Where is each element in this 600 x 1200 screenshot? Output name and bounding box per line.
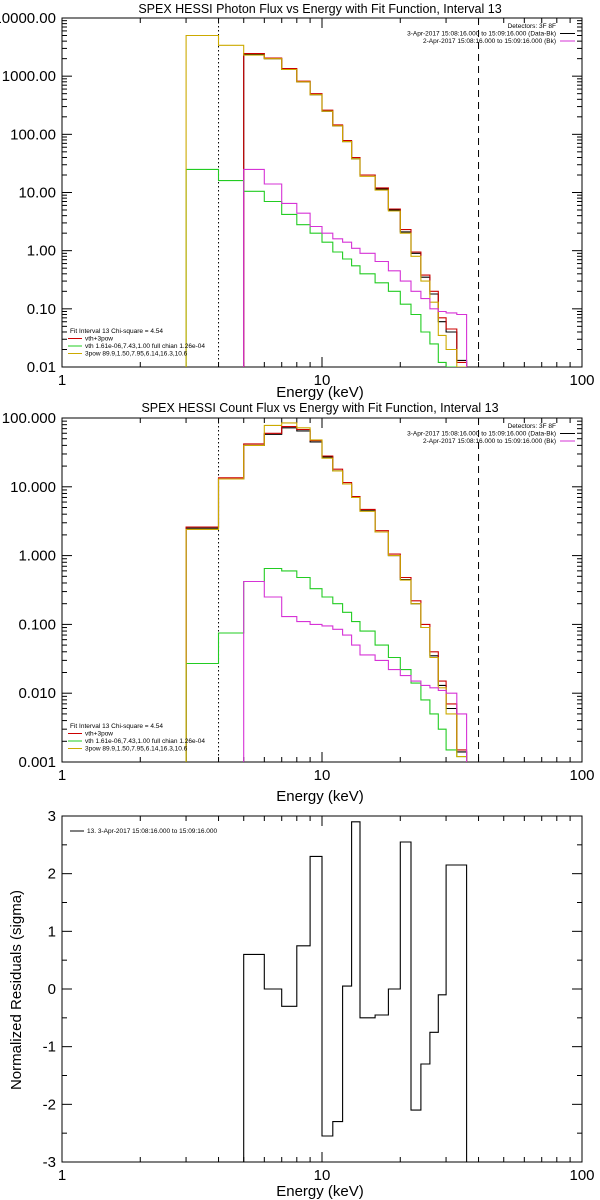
y-tick-label: 0 <box>48 981 56 998</box>
y-tick-label: 100.00 <box>10 126 56 143</box>
residuals-panel: Energy (keV) Normalized Residuals (sigma… <box>8 808 595 1200</box>
series-vth <box>185 168 457 367</box>
legend-bottom-left: Fit Interval 13 Chi-square = 4.54 <box>70 328 163 335</box>
y-tick-label: 0.100 <box>18 616 56 633</box>
residuals-ylabel: Normalized Residuals (sigma) <box>8 890 25 1090</box>
y-tick-label: 10000.00 <box>0 10 56 27</box>
y-tick-label: -3 <box>43 1154 56 1171</box>
count-flux-xlabel: Energy (keV) <box>276 788 364 805</box>
series-group <box>243 821 468 1162</box>
count-flux-title: SPEX HESSI Count Flux vs Energy with Fit… <box>141 401 498 415</box>
legend-top-right: Detectors: 3F 8F <box>508 23 556 30</box>
series-residuals <box>243 821 468 1162</box>
series-bk <box>243 580 468 762</box>
y-tick-label: 1.000 <box>18 548 56 565</box>
legend-top-right: 2-Apr-2017 15:08:16.000 to 15:09:16.000 … <box>423 38 556 45</box>
series-vth-3pow <box>243 52 468 367</box>
legend-bottom-left: Fit Interval 13 Chi-square = 4.54 <box>70 723 163 730</box>
residuals-xlabel: Energy (keV) <box>276 1183 364 1200</box>
series-3pow <box>185 34 467 367</box>
series-vth <box>185 567 468 762</box>
legend-bottom-left: 3pow 89.9,1.50,7.95,6.14,16.3,10.6 <box>85 351 188 358</box>
x-tick-label: 1 <box>58 1167 66 1184</box>
x-tick-label: 100 <box>569 1167 594 1184</box>
x-tick-label: 100 <box>569 767 594 784</box>
y-tick-label: 1000.00 <box>2 68 56 85</box>
legend-top-right: Detectors: 3F 8F <box>508 423 556 430</box>
y-tick-label: 0.10 <box>27 301 56 318</box>
legend-top-right: 3-Apr-2017 15:08:16.000 to 15:09:16.000 … <box>407 431 556 438</box>
photon-flux-panel: SPEX HESSI Photon Flux vs Energy with Fi… <box>0 2 595 401</box>
plot-frame <box>61 17 583 368</box>
y-tick-label: 10.000 <box>10 479 56 496</box>
y-tick-label: 0.01 <box>27 359 56 376</box>
x-tick-label: 10 <box>314 372 331 389</box>
y-tick-label: 10.00 <box>18 185 56 202</box>
y-tick-label: 0.010 <box>18 685 56 702</box>
legend-bottom-left: vth 1.61e-06,7.43,1.00 full chian 1.26e-… <box>85 738 205 745</box>
legend-bottom-left: 3pow 89.9,1.50,7.95,6.14,16.3,10.6 <box>85 746 188 753</box>
photon-flux-xlabel: Energy (keV) <box>276 384 364 401</box>
x-tick-label: 100 <box>569 372 594 389</box>
series-3pow <box>185 422 468 762</box>
series-group <box>185 422 468 762</box>
x-tick-label: 1 <box>58 372 66 389</box>
y-tick-label: 100.000 <box>2 410 56 427</box>
x-tick-label: 1 <box>58 767 66 784</box>
series-bk <box>243 168 468 367</box>
y-tick-label: -2 <box>43 1096 56 1113</box>
series-group <box>185 34 468 367</box>
y-tick-label: -1 <box>43 1039 56 1056</box>
y-tick-label: 1 <box>48 923 56 940</box>
series-vth-3pow <box>185 426 468 762</box>
y-tick-label: 2 <box>48 866 56 883</box>
series-data-bk <box>243 53 468 367</box>
legend-top-right: 3-Apr-2017 15:08:16.000 to 15:09:16.000 … <box>407 31 556 38</box>
photon-flux-title: SPEX HESSI Photon Flux vs Energy with Fi… <box>138 2 501 16</box>
count-flux-panel: SPEX HESSI Count Flux vs Energy with Fit… <box>2 401 595 805</box>
legend-bottom-left: vth+3pow <box>85 336 113 343</box>
y-tick-label: 1.00 <box>27 243 56 260</box>
y-tick-label: 3 <box>48 808 56 825</box>
legend-top-right: 2-Apr-2017 15:08:16.000 to 15:09:16.000 … <box>423 438 556 445</box>
residuals-legend: 13. 3-Apr-2017 15:08:16.000 to 15:09:16.… <box>87 828 217 835</box>
x-tick-label: 10 <box>314 1167 331 1184</box>
legend-bottom-left: vth+3pow <box>85 731 113 738</box>
x-tick-label: 10 <box>314 767 331 784</box>
y-tick-label: 0.001 <box>18 754 56 771</box>
legend-bottom-left: vth 1.61e-06,7.43,1.00 full chian 1.26e-… <box>85 343 205 350</box>
